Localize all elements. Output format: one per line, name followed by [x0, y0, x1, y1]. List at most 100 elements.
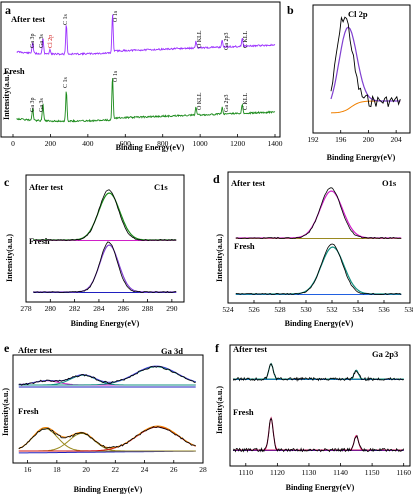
panel-a-after-trace [16, 14, 276, 56]
panel-f: f Ga 2p3 After test Fresh Intensity(a.u.… [215, 341, 411, 492]
panel-d-xtick-label: 524 [222, 305, 234, 314]
peak-label-ga2p3-after: Ga 2p3 [224, 33, 230, 51]
panel-e-xlabel: Binding Energy(eV) [74, 485, 143, 494]
panel-d-xtick-label: 534 [352, 305, 364, 314]
panel-a-ylabel: Intensity(a.u.) [2, 72, 11, 120]
peak-label-ga3s-fresh: Ga 3s [39, 98, 45, 112]
panel-a-xtick-label: 1200 [230, 139, 245, 148]
fit-component [18, 432, 196, 452]
panel-c-xtick-label: 286 [118, 304, 130, 313]
panel-a-series-fresh: Fresh [4, 66, 25, 76]
panel-e-traces [18, 365, 196, 454]
panel-f-xtick-label: 1140 [333, 468, 348, 477]
peak-label-ga2p3-fresh: Ga 2p3 [224, 95, 230, 113]
panel-d-xtick-label: 536 [378, 305, 390, 314]
panel-c-xlabel: Binding Energy(eV) [71, 319, 140, 328]
panel-b-label: b [287, 3, 294, 17]
peak-label-o1s-after: O 1s [113, 10, 119, 22]
panel-d-xtick-label: 526 [248, 305, 260, 314]
fit-curve [233, 362, 404, 380]
panel-d-xtick-label: 538 [404, 305, 413, 314]
panel-f-label: f [215, 341, 220, 355]
fit-curve [235, 190, 402, 239]
peak-label-ga3s-after: Ga 3s [39, 34, 45, 48]
panel-d-ylabel: Intensity(a.u.) [215, 234, 224, 282]
peak-label-ga3p-fresh: Ga 3p [30, 98, 36, 113]
fit-component [18, 366, 196, 386]
panel-c-xtick-label: 290 [166, 304, 178, 313]
panel-e-xticks: 16 18 20 22 24 26 28 [24, 460, 207, 474]
panel-a-xlabel: Binding Energy(eV) [116, 143, 185, 152]
panel-f-series-after: After test [233, 344, 267, 354]
panel-e-xtick-label: 16 [24, 465, 32, 474]
panel-a-series-after: After test [11, 14, 45, 24]
panel-a-xtick-label: 400 [82, 139, 94, 148]
panel-a-xtick-label: 200 [45, 139, 57, 148]
panel-b-fit [330, 26, 401, 102]
panel-b-xticks: 192 196 200 204 [307, 130, 402, 144]
raw-spectrum [232, 363, 404, 382]
raw-spectrum [18, 365, 196, 386]
panel-c-title: C1s [154, 182, 168, 192]
panel-d-frame [227, 171, 411, 304]
panel-c-label: c [4, 175, 10, 189]
panel-a-xtick-label: 800 [157, 139, 169, 148]
peak-label-ckll-after: C KLL [243, 31, 249, 49]
panel-d-series-fresh: Fresh [234, 241, 255, 251]
panel-c-frame [25, 174, 185, 303]
panel-f-xtick-label: 1120 [270, 468, 285, 477]
panel-d-label: d [213, 172, 220, 186]
panel-b: b Cl 2p Binding Energy(eV) 192 196 200 204 [287, 3, 411, 162]
panel-e-series-fresh: Fresh [18, 406, 39, 416]
panel-b-xtick-label: 192 [307, 135, 319, 144]
panel-f-traces [232, 362, 405, 453]
fit-curve [235, 246, 402, 295]
panel-a-xtick-label: 600 [120, 139, 132, 148]
panel-d-xticks: 524 526 528 530 532 534 536 538 [222, 300, 413, 314]
fit-curve [33, 192, 177, 241]
panel-e-xtick-label: 28 [199, 465, 207, 474]
panel-e-frame [12, 354, 204, 464]
peak-label-c1s-fresh: C 1s [63, 76, 69, 88]
panel-f-xlabel: Binding Energy(eV) [286, 483, 355, 492]
panel-b-xtick-label: 204 [391, 135, 403, 144]
panel-d-title: O1s [382, 178, 397, 188]
panel-d-series-after: After test [231, 178, 265, 188]
panel-a-xtick-label: 1400 [268, 139, 283, 148]
panel-e-xtick-label: 26 [170, 465, 178, 474]
panel-d-xlabel: Binding Energy(eV) [285, 319, 354, 328]
panel-f-xtick-label: 1110 [239, 468, 254, 477]
panel-d: d O1s After test Fresh Intensity(a.u.) B… [213, 171, 413, 328]
raw-spectrum [33, 189, 177, 242]
raw-spectrum [33, 241, 177, 294]
panel-c: c C1s After test Fresh Intensity(a.u.) B… [4, 174, 185, 328]
panel-c-traces [33, 189, 177, 294]
fit-curve [233, 369, 404, 380]
fit-curve [233, 416, 404, 451]
panel-f-xtick-label: 1150 [365, 468, 380, 477]
panel-c-xticks: 278 280 282 284 286 288 290 [20, 299, 178, 313]
panel-a-frame [0, 1, 281, 138]
peak-label-cl2p-after: Cl 2p [48, 35, 54, 48]
panel-c-xtick-label: 282 [69, 304, 81, 313]
raw-spectrum [235, 187, 402, 240]
raw-spectrum [18, 426, 196, 450]
panel-c-xtick-label: 284 [93, 304, 105, 313]
panel-e-xtick-label: 24 [141, 465, 149, 474]
panel-d-xtick-label: 530 [300, 305, 312, 314]
panel-d-traces [235, 187, 402, 296]
panel-f-frame [229, 344, 411, 467]
panel-e-label: e [4, 341, 10, 355]
panel-c-ylabel: Intensity(a.u.) [5, 234, 14, 282]
peak-label-ckll-fresh: C KLL [243, 93, 249, 111]
panel-e-ylabel: Intensity(a.u.) [1, 388, 10, 436]
fit-curve [233, 434, 404, 451]
panel-c-series-after: After test [29, 182, 63, 192]
panel-b-xtick-label: 200 [363, 135, 375, 144]
panel-a-xtick-label: 0 [11, 139, 15, 148]
panel-f-xtick-label: 1130 [302, 468, 317, 477]
raw-spectrum [235, 243, 402, 296]
panel-a-fresh-trace [16, 78, 276, 123]
peak-label-okll-fresh: O KLL [197, 92, 203, 110]
